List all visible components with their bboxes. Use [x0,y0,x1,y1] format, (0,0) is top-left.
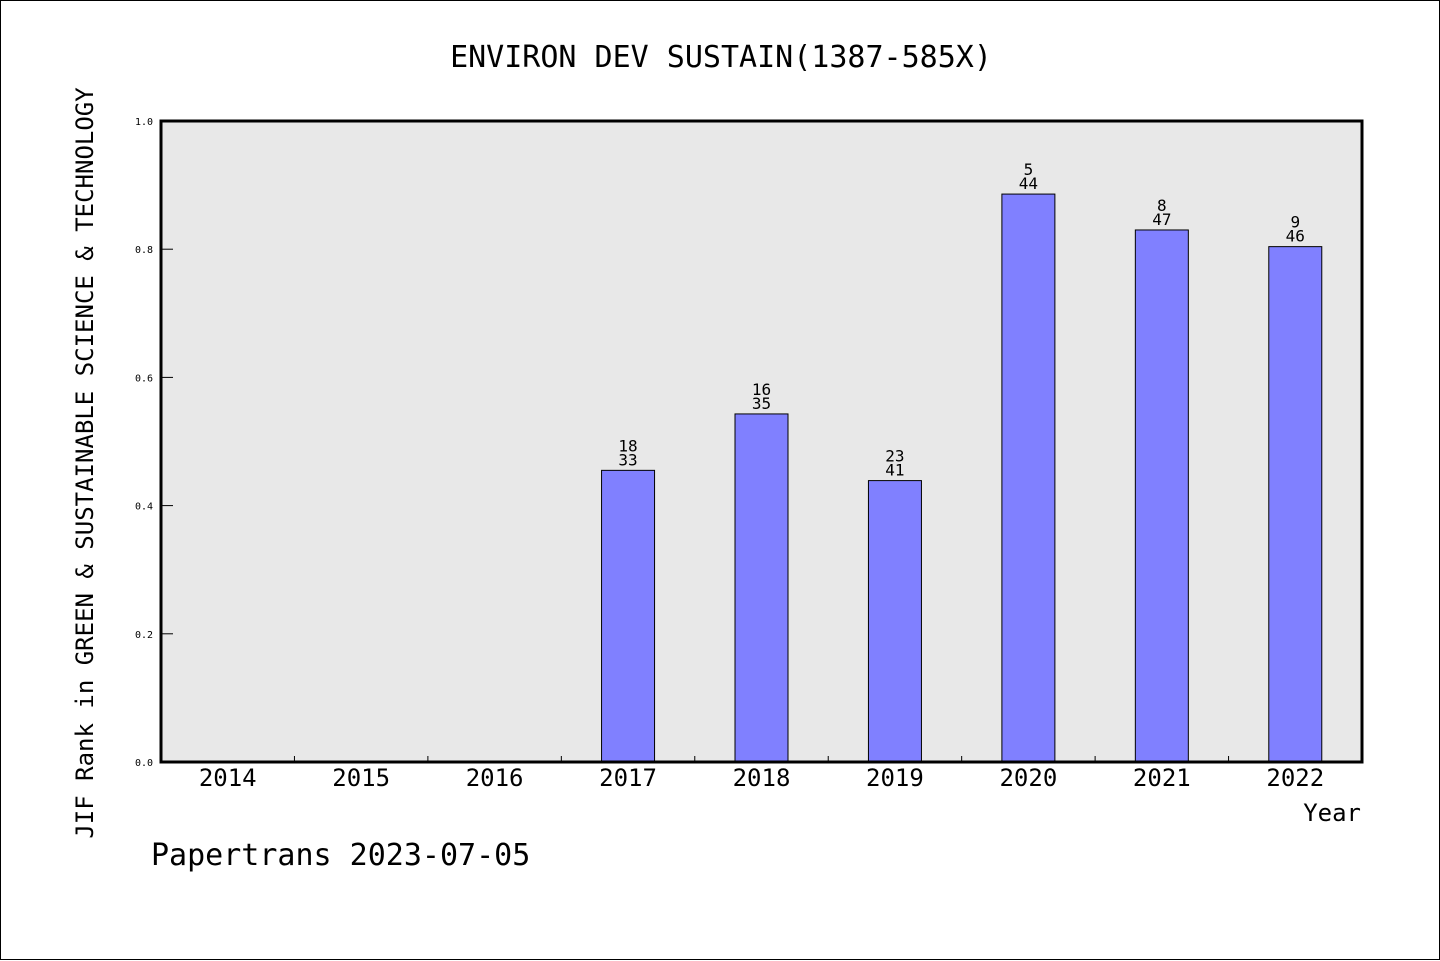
y-tick-label: 0.2 [135,630,153,641]
bar [734,413,789,763]
bar-total-label: 33 [618,450,637,469]
bar-rank-label: 16 [752,380,771,399]
bar [601,469,656,763]
x-tick-label: 2020 [999,764,1057,792]
bar [1001,193,1056,763]
bar-total-label: 44 [1019,174,1038,193]
x-tick-label: 2022 [1266,764,1324,792]
bar-total-label: 46 [1286,227,1305,246]
y-axis-label: JIF Rank in GREEN & SUSTAINABLE SCIENCE … [71,87,99,839]
x-tick-label: 2015 [332,764,390,792]
y-tick-label: 0.6 [135,373,153,384]
x-tick-label: 2014 [199,764,257,792]
bar-total-label: 47 [1152,210,1171,229]
x-tick-label: 2017 [599,764,657,792]
x-tick-label: 2016 [466,764,524,792]
chart-title: ENVIRON DEV SUSTAIN(1387-585X) [450,40,992,75]
bar [867,480,922,763]
y-tick-label: 0.4 [135,502,153,513]
bar-total-label: 41 [885,461,904,480]
bar-rank-label: 9 [1290,213,1300,232]
bar-rank-label: 5 [1024,160,1034,179]
bar-rank-label: 18 [618,436,637,455]
bar-rank-label: 23 [885,447,904,466]
footer-credit: Papertrans 2023-07-05 [151,838,530,873]
bar [1134,229,1189,763]
y-tick-label: 0.8 [135,245,153,256]
y-tick-label: 1.0 [135,117,153,128]
x-axis-label: Year [1303,799,1361,827]
y-tick-label: 0.0 [135,758,153,769]
x-tick-label: 2018 [733,764,791,792]
x-tick-label: 2021 [1133,764,1191,792]
x-tick-label: 2019 [866,764,924,792]
bar-rank-label: 8 [1157,196,1167,215]
bar-total-label: 35 [752,394,771,413]
bar [1268,246,1323,763]
plot-border [159,119,1364,764]
